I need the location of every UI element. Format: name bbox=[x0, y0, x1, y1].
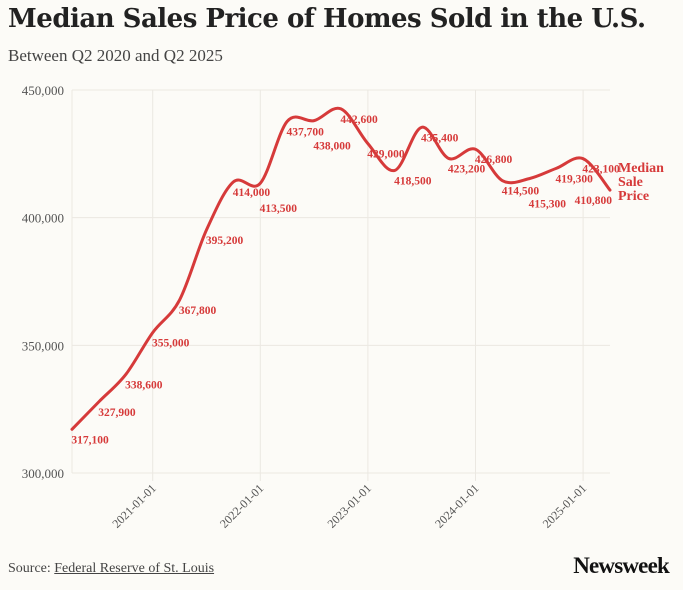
data-label: 437,700 bbox=[287, 126, 325, 138]
data-label: 355,000 bbox=[152, 338, 190, 350]
x-tick-label: 2025-01-01 bbox=[540, 481, 589, 530]
y-tick-label: 300,000 bbox=[22, 466, 64, 481]
data-label: 415,300 bbox=[529, 199, 567, 211]
x-tick-label: 2023-01-01 bbox=[325, 481, 374, 530]
data-label: 395,200 bbox=[206, 235, 244, 247]
source-prefix: Source: bbox=[8, 561, 51, 576]
source-link[interactable]: Federal Reserve of St. Louis bbox=[54, 561, 215, 576]
data-label: 367,800 bbox=[179, 305, 217, 317]
series-label: Sale bbox=[618, 175, 643, 190]
data-label: 317,100 bbox=[71, 434, 109, 446]
data-label: 413,500 bbox=[260, 203, 298, 215]
data-label: 438,000 bbox=[313, 141, 351, 153]
data-label: 429,000 bbox=[367, 149, 405, 161]
x-tick-label: 2022-01-01 bbox=[217, 481, 266, 530]
data-label: 435,400 bbox=[421, 132, 459, 144]
x-tick-label: 2024-01-01 bbox=[432, 481, 481, 530]
data-label: 426,800 bbox=[475, 154, 513, 166]
chart-subtitle: Between Q2 2020 and Q2 2025 bbox=[8, 46, 223, 65]
data-label: 423,200 bbox=[448, 163, 486, 175]
newsweek-logo: Newsweek bbox=[573, 553, 670, 578]
data-label: 423,100 bbox=[582, 164, 620, 176]
data-label: 442,600 bbox=[340, 114, 378, 126]
series-label: Median bbox=[618, 161, 664, 176]
source-note: Source: Federal Reserve of St. Louis bbox=[8, 561, 214, 577]
data-label: 414,500 bbox=[502, 186, 540, 198]
data-label: 418,500 bbox=[394, 175, 432, 187]
data-label: 410,800 bbox=[575, 195, 613, 207]
data-label: 414,000 bbox=[233, 187, 271, 199]
x-tick-label: 2021-01-01 bbox=[109, 481, 158, 530]
data-label: 338,600 bbox=[125, 379, 163, 391]
y-tick-label: 400,000 bbox=[22, 211, 64, 226]
y-tick-label: 350,000 bbox=[22, 338, 64, 353]
chart-title: Median Sales Price of Homes Sold in the … bbox=[8, 4, 646, 34]
data-label: 419,300 bbox=[556, 173, 594, 185]
series-line-median-sale-price bbox=[70, 106, 612, 431]
series-label: Price bbox=[618, 189, 649, 204]
y-tick-label: 450,000 bbox=[22, 83, 64, 98]
data-label: 327,900 bbox=[98, 407, 136, 419]
